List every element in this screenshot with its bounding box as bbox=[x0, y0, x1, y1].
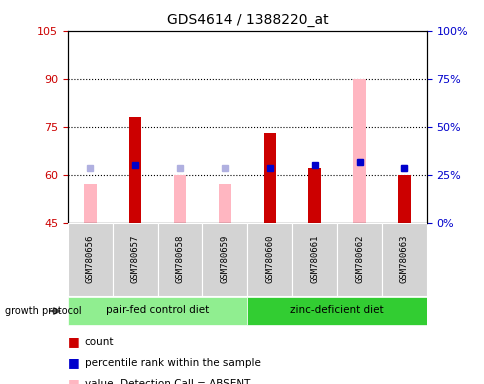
Text: ■: ■ bbox=[68, 377, 79, 384]
Text: zinc-deficient diet: zinc-deficient diet bbox=[289, 305, 383, 315]
Text: count: count bbox=[85, 337, 114, 347]
Text: GSM780661: GSM780661 bbox=[309, 235, 318, 283]
Bar bbox=[173, 175, 186, 223]
Text: GSM780662: GSM780662 bbox=[354, 235, 363, 283]
Text: GSM780663: GSM780663 bbox=[399, 235, 408, 283]
Bar bbox=[157, 223, 202, 296]
Bar bbox=[247, 297, 426, 325]
Bar bbox=[68, 297, 247, 325]
Text: GSM780658: GSM780658 bbox=[175, 235, 184, 283]
Bar bbox=[397, 175, 410, 223]
Bar bbox=[263, 133, 275, 223]
Text: GSM780657: GSM780657 bbox=[130, 235, 139, 283]
Bar bbox=[68, 223, 112, 296]
Bar bbox=[291, 223, 336, 296]
Bar bbox=[202, 223, 247, 296]
Text: growth protocol: growth protocol bbox=[5, 306, 81, 316]
Text: percentile rank within the sample: percentile rank within the sample bbox=[85, 358, 260, 368]
Bar bbox=[308, 168, 320, 223]
Bar bbox=[381, 223, 426, 296]
Text: GSM780660: GSM780660 bbox=[265, 235, 274, 283]
Text: GSM780656: GSM780656 bbox=[86, 235, 95, 283]
Text: ■: ■ bbox=[68, 356, 79, 369]
Text: GSM780659: GSM780659 bbox=[220, 235, 229, 283]
Text: ■: ■ bbox=[68, 335, 79, 348]
Bar bbox=[336, 223, 381, 296]
Text: pair-fed control diet: pair-fed control diet bbox=[106, 305, 209, 315]
Bar bbox=[352, 79, 365, 223]
Bar bbox=[247, 223, 291, 296]
Bar bbox=[84, 184, 96, 223]
Bar bbox=[218, 184, 231, 223]
Title: GDS4614 / 1388220_at: GDS4614 / 1388220_at bbox=[166, 13, 328, 27]
Bar bbox=[112, 223, 157, 296]
Bar bbox=[129, 117, 141, 223]
Text: value, Detection Call = ABSENT: value, Detection Call = ABSENT bbox=[85, 379, 250, 384]
